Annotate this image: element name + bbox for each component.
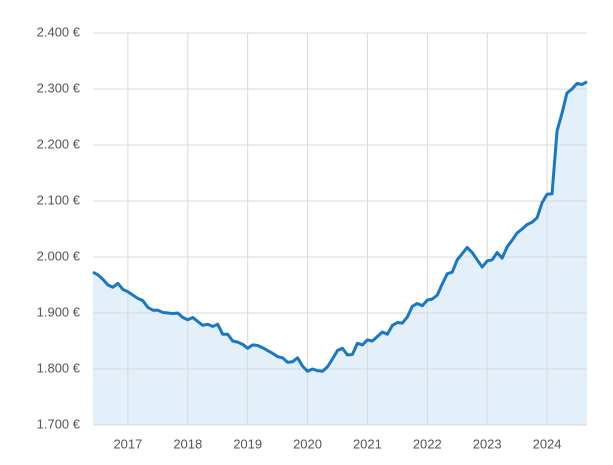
- y-tick-label: 1.900 €: [37, 304, 81, 319]
- x-tick-label: 2022: [413, 436, 442, 451]
- line: [92, 80, 588, 373]
- x-tick-label: 2021: [353, 436, 382, 451]
- x-tick-label: 2018: [173, 436, 202, 451]
- y-tick-label: 2.000 €: [37, 248, 81, 263]
- x-tick-label: 2017: [113, 436, 142, 451]
- x-tick-label: 2023: [473, 436, 502, 451]
- area: [93, 81, 587, 425]
- y-tick-label: 2.300 €: [37, 80, 81, 95]
- y-tick-label: 2.400 €: [37, 24, 81, 39]
- x-tick-label: 2020: [293, 436, 322, 451]
- x-tick-label: 2024: [533, 436, 562, 451]
- y-tick-label: 1.700 €: [37, 416, 81, 431]
- y-tick-label: 2.100 €: [37, 192, 81, 207]
- y-tick-label: 1.800 €: [37, 360, 81, 375]
- y-tick-label: 2.200 €: [37, 136, 81, 151]
- x-tick-label: 2019: [233, 436, 262, 451]
